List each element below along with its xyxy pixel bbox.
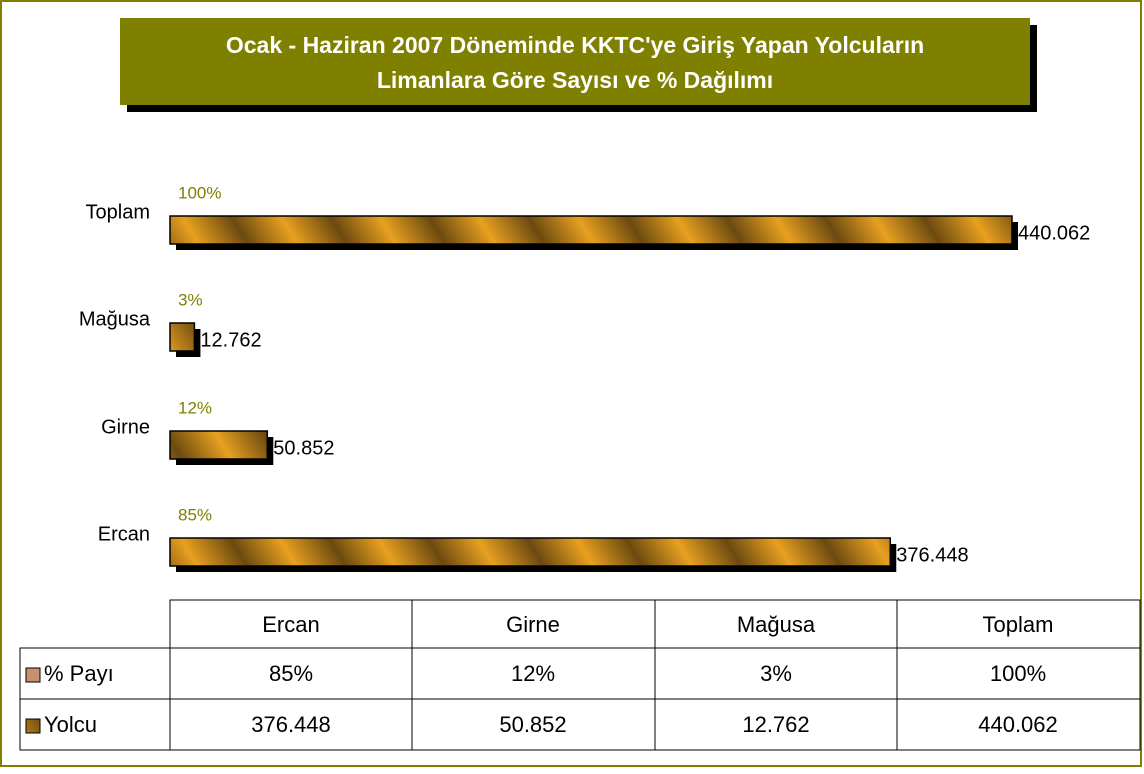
- category-label: Girne: [101, 416, 150, 438]
- category-label: Mağusa: [79, 308, 151, 330]
- table-header: Girne: [506, 612, 560, 637]
- bar: [170, 431, 267, 459]
- legend-swatch: [26, 719, 40, 733]
- chart-subtitle: Limanlara Göre Sayısı ve % Dağılımı: [377, 67, 773, 93]
- table-header: Mağusa: [737, 612, 816, 637]
- table-cell: 376.448: [251, 712, 331, 737]
- category-label: Toplam: [86, 201, 150, 223]
- bar: [170, 538, 890, 566]
- value-label: 85%: [178, 505, 212, 524]
- value-label: 440.062: [1018, 222, 1090, 244]
- table-cell: 12.762: [742, 712, 809, 737]
- table-cell: 3%: [760, 661, 792, 686]
- value-label: 12.762: [200, 329, 261, 351]
- category-label: Ercan: [98, 523, 150, 545]
- table-cell: 440.062: [978, 712, 1058, 737]
- table-header: Ercan: [262, 612, 319, 637]
- table-cell: 85%: [269, 661, 313, 686]
- legend-swatch: [26, 668, 40, 682]
- table-cell: 100%: [990, 661, 1046, 686]
- value-label: 100%: [178, 183, 221, 202]
- value-label: 50.852: [273, 437, 334, 459]
- value-label: 376.448: [896, 544, 968, 566]
- table-cell: 12%: [511, 661, 555, 686]
- bar: [170, 216, 1012, 244]
- chart-title: Ocak - Haziran 2007 Döneminde KKTC'ye Gi…: [226, 32, 924, 58]
- legend-label: Yolcu: [44, 712, 97, 737]
- table-cell: 50.852: [499, 712, 566, 737]
- bar: [170, 323, 194, 351]
- legend-label: % Payı: [44, 661, 114, 686]
- value-label: 12%: [178, 398, 212, 417]
- table-header: Toplam: [983, 612, 1054, 637]
- value-label: 3%: [178, 290, 203, 309]
